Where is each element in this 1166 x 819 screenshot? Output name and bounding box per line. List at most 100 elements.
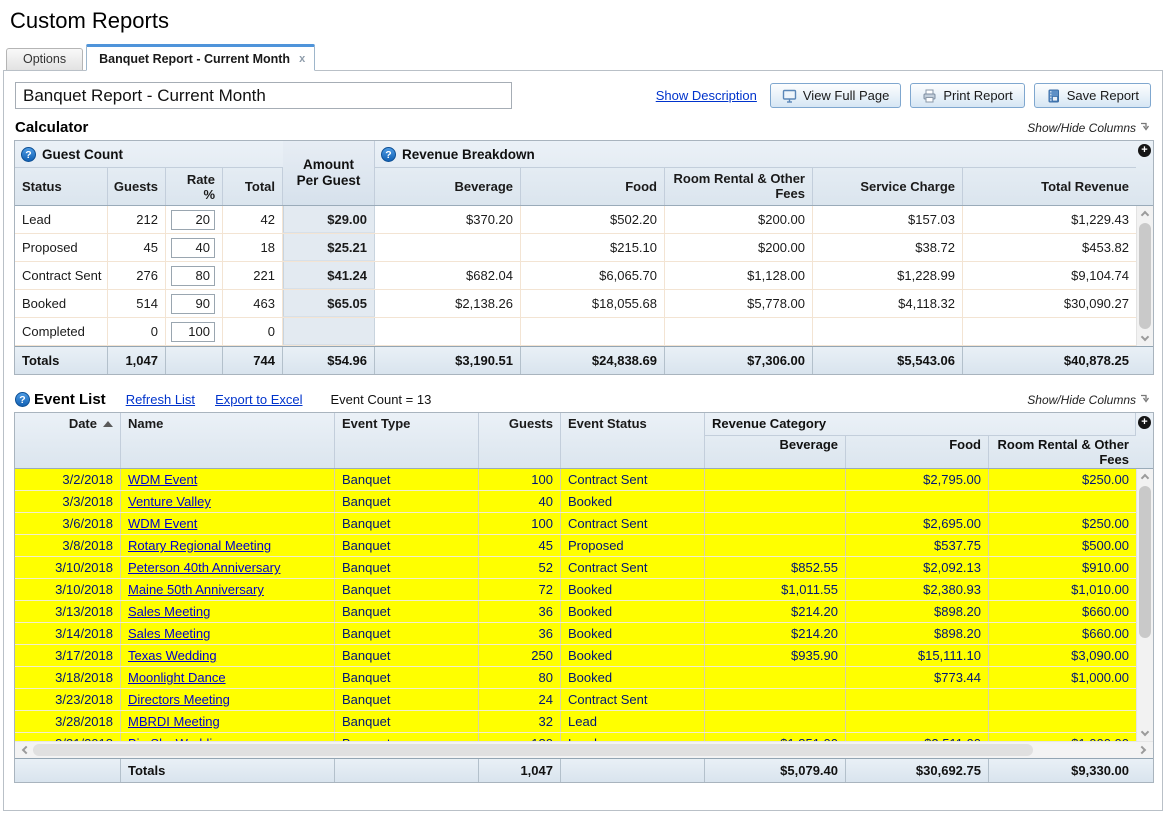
col-event-status[interactable]: Event Status <box>561 413 705 468</box>
event-list-show-hide-columns[interactable]: Show/Hide Columns <box>1027 392 1151 407</box>
totals-room: $7,306.00 <box>665 347 813 374</box>
event-name-link[interactable]: Big Sky Wedding <box>128 736 227 741</box>
beverage-cell <box>375 318 521 345</box>
help-icon[interactable]: ? <box>15 392 30 407</box>
rate-input[interactable] <box>171 265 215 286</box>
event-name-link[interactable]: Sales Meeting <box>128 604 211 619</box>
tab-banquet-report[interactable]: Banquet Report - Current Month x <box>86 44 316 71</box>
event-name-link[interactable]: Venture Valley <box>128 494 211 509</box>
scroll-up-icon[interactable] <box>1140 210 1150 220</box>
room-cell <box>989 711 1136 732</box>
type-cell: Banquet <box>335 645 479 666</box>
col-beverage[interactable]: Beverage <box>705 435 846 468</box>
total-cell: 42 <box>223 206 283 233</box>
scroll-up-icon[interactable] <box>1140 473 1150 483</box>
event-name-link[interactable]: Texas Wedding <box>128 648 217 663</box>
type-cell: Banquet <box>335 579 479 600</box>
guests-cell: 514 <box>108 290 166 317</box>
event-name-link[interactable]: MBRDI Meeting <box>128 714 220 729</box>
refresh-list-link[interactable]: Refresh List <box>125 392 196 407</box>
rate-input[interactable] <box>171 209 215 230</box>
calculator-vertical-scrollbar[interactable] <box>1136 206 1153 346</box>
export-to-excel-link[interactable]: Export to Excel <box>215 392 303 407</box>
rate-input[interactable] <box>171 321 215 342</box>
beverage-cell <box>375 234 521 261</box>
amount-per-guest-cell: $25.21 <box>283 234 375 261</box>
name-cell: Directors Meeting <box>121 689 335 710</box>
col-room-rental[interactable]: Room Rental & Other Fees <box>989 435 1136 468</box>
revenue-cell: $30,090.27 <box>1063 296 1129 311</box>
save-report-button[interactable]: Save Report <box>1033 83 1151 108</box>
calc-row-proposed: Proposed 45 18 $25.21 $215.10 $200.00 $3… <box>15 234 1136 262</box>
scroll-right-icon[interactable] <box>1137 745 1147 755</box>
col-total: Total <box>223 167 283 205</box>
horizontal-scrollbar[interactable] <box>15 741 1153 758</box>
beverage-cell: $370.20 <box>375 206 521 233</box>
col-name[interactable]: Name <box>121 413 335 468</box>
scroll-down-icon[interactable] <box>1140 727 1150 737</box>
event-name-link[interactable]: Directors Meeting <box>128 692 230 707</box>
beverage-cell <box>705 491 846 512</box>
room-cell: $250.00 <box>1082 516 1129 531</box>
event-name-link[interactable]: Rotary Regional Meeting <box>128 538 272 553</box>
guests-cell: 36 <box>479 601 561 622</box>
type-cell: Banquet <box>335 557 479 578</box>
scroll-down-icon[interactable] <box>1140 332 1150 342</box>
food-cell <box>846 491 989 512</box>
event-name-link[interactable]: Peterson 40th Anniversary <box>128 560 281 575</box>
rate-input[interactable] <box>171 237 215 258</box>
print-report-button[interactable]: Print Report <box>910 83 1025 108</box>
event-list-body: 3/2/2018 WDM Event Banquet 100 Contract … <box>15 469 1153 741</box>
show-description-link[interactable]: Show Description <box>655 88 757 103</box>
beverage-cell: $1,851.00 <box>705 733 846 741</box>
guests-cell: 0 <box>108 318 166 345</box>
totals-label: Totals <box>121 759 335 782</box>
col-event-type[interactable]: Event Type <box>335 413 479 468</box>
guests-cell: 24 <box>479 689 561 710</box>
guests-cell: 100 <box>479 469 561 490</box>
tab-options[interactable]: Options <box>6 48 84 70</box>
name-cell: MBRDI Meeting <box>121 711 335 732</box>
rate-cell <box>166 318 223 345</box>
add-columns-icon[interactable]: + <box>1138 144 1151 157</box>
rate-cell <box>166 290 223 317</box>
event-row: 3/2/2018 WDM Event Banquet 100 Contract … <box>15 469 1136 491</box>
help-icon[interactable]: ? <box>21 146 36 162</box>
event-name-link[interactable]: Moonlight Dance <box>128 670 226 685</box>
status-cell: Booked <box>15 290 108 317</box>
event-name-link[interactable]: WDM Event <box>128 516 198 531</box>
add-columns-icon[interactable]: + <box>1138 416 1151 429</box>
food-cell: $537.75 <box>846 535 989 556</box>
date-cell: 3/10/2018 <box>15 557 121 578</box>
col-food[interactable]: Food <box>846 435 989 468</box>
room-cell: $250.00 <box>1082 472 1129 487</box>
status-cell: Completed <box>15 318 108 345</box>
close-tab-icon[interactable]: x <box>299 52 306 65</box>
rate-input[interactable] <box>171 293 215 314</box>
help-icon[interactable]: ? <box>381 146 396 162</box>
scroll-left-icon[interactable] <box>21 745 31 755</box>
status-cell: Contract Sent <box>561 557 705 578</box>
scroll-thumb[interactable] <box>1139 486 1151 638</box>
save-icon <box>1046 89 1061 103</box>
food-cell: $215.10 <box>521 234 665 261</box>
event-name-link[interactable]: WDM Event <box>128 472 198 487</box>
col-guests[interactable]: Guests <box>479 413 561 468</box>
scroll-thumb[interactable] <box>1139 223 1151 329</box>
guests-cell: 100 <box>479 513 561 534</box>
food-cell: $18,055.68 <box>521 290 665 317</box>
name-cell: Sales Meeting <box>121 623 335 644</box>
date-cell: 3/17/2018 <box>15 645 121 666</box>
event-name-link[interactable]: Maine 50th Anniversary <box>128 582 264 597</box>
service-cell <box>813 318 963 345</box>
beverage-cell: $682.04 <box>375 262 521 289</box>
type-cell: Banquet <box>335 601 479 622</box>
room-cell <box>989 491 1136 512</box>
event-list-vertical-scrollbar[interactable] <box>1136 469 1153 741</box>
calculator-show-hide-columns[interactable]: Show/Hide Columns <box>1027 120 1151 135</box>
scroll-thumb[interactable] <box>33 744 1033 756</box>
report-title-input[interactable] <box>15 82 512 109</box>
event-name-link[interactable]: Sales Meeting <box>128 626 211 641</box>
col-date[interactable]: Date <box>15 413 121 468</box>
view-full-page-button[interactable]: View Full Page <box>769 83 902 108</box>
